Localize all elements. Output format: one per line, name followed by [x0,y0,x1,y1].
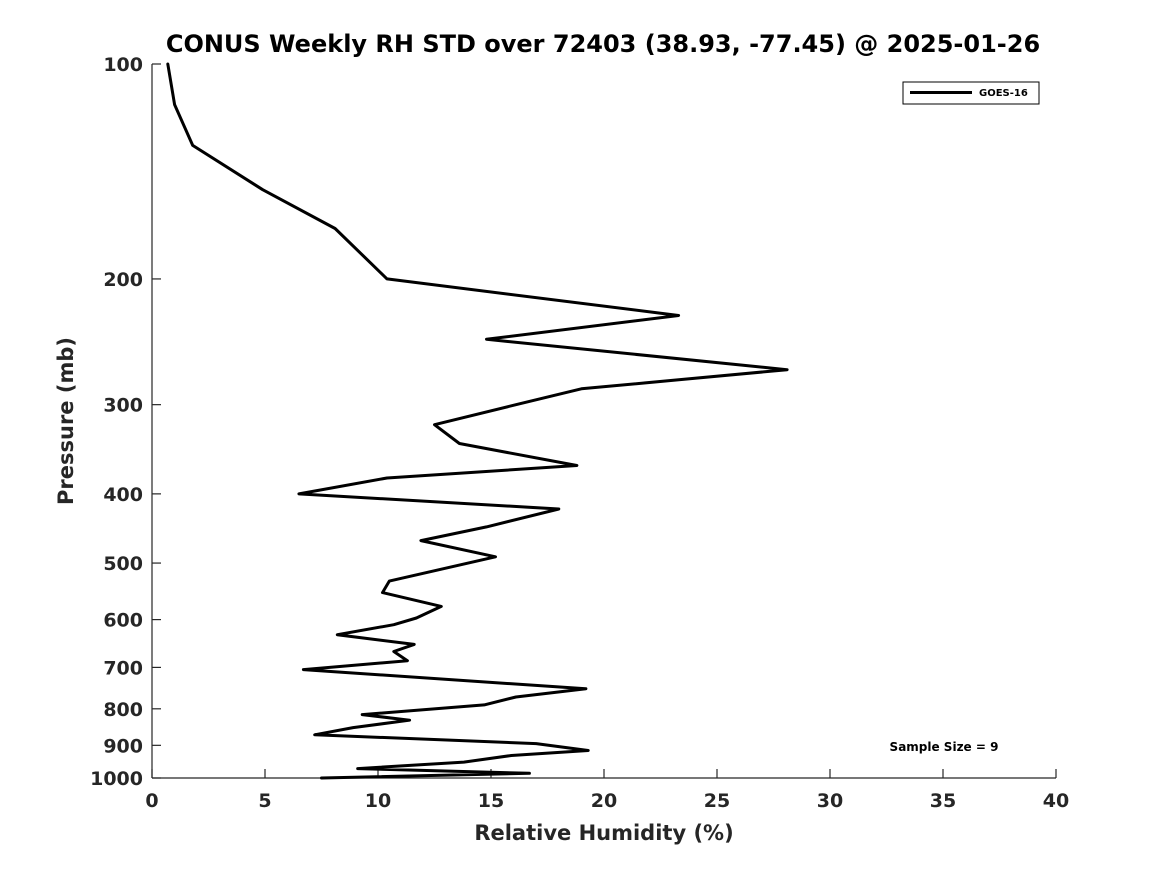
y-tick-label: 400 [103,484,143,506]
series-line-goes16 [166,62,789,780]
tick-labels: 0 5 10 15 20 25 30 35 40 100 200 300 400 500 600 700 800… [90,54,1069,812]
y-tick-label: 100 [103,54,143,76]
x-tick-label: 5 [258,790,271,812]
x-tick-label: 15 [478,790,504,812]
y-tick-label: 300 [103,395,143,417]
y-tick-label: 800 [103,699,143,721]
x-tick-label: 40 [1043,790,1069,812]
plot-axes [151,63,1057,779]
y-tick-label: 200 [103,269,143,291]
x-tick-label: 0 [145,790,158,812]
x-tick-label: 20 [591,790,617,812]
x-axis-label: Relative Humidity (%) [474,821,733,845]
x-tick-label: 10 [365,790,391,812]
sample-size-note: Sample Size = 9 [890,740,999,754]
chart-title: CONUS Weekly RH STD over 72403 (38.93, -… [166,30,1040,58]
y-tick-label: 700 [103,657,143,679]
y-axis-label: Pressure (mb) [54,337,78,505]
x-tick-label: 25 [704,790,730,812]
legend-label: GOES-16 [979,88,1028,99]
y-tick-label: 500 [103,553,143,575]
y-tick-label: 900 [103,735,143,757]
x-tick-label: 30 [817,790,843,812]
legend: GOES-16 [902,81,1040,105]
y-tick-label: 600 [103,610,143,632]
x-tick-label: 35 [930,790,956,812]
y-tick-label: 1000 [90,768,143,790]
